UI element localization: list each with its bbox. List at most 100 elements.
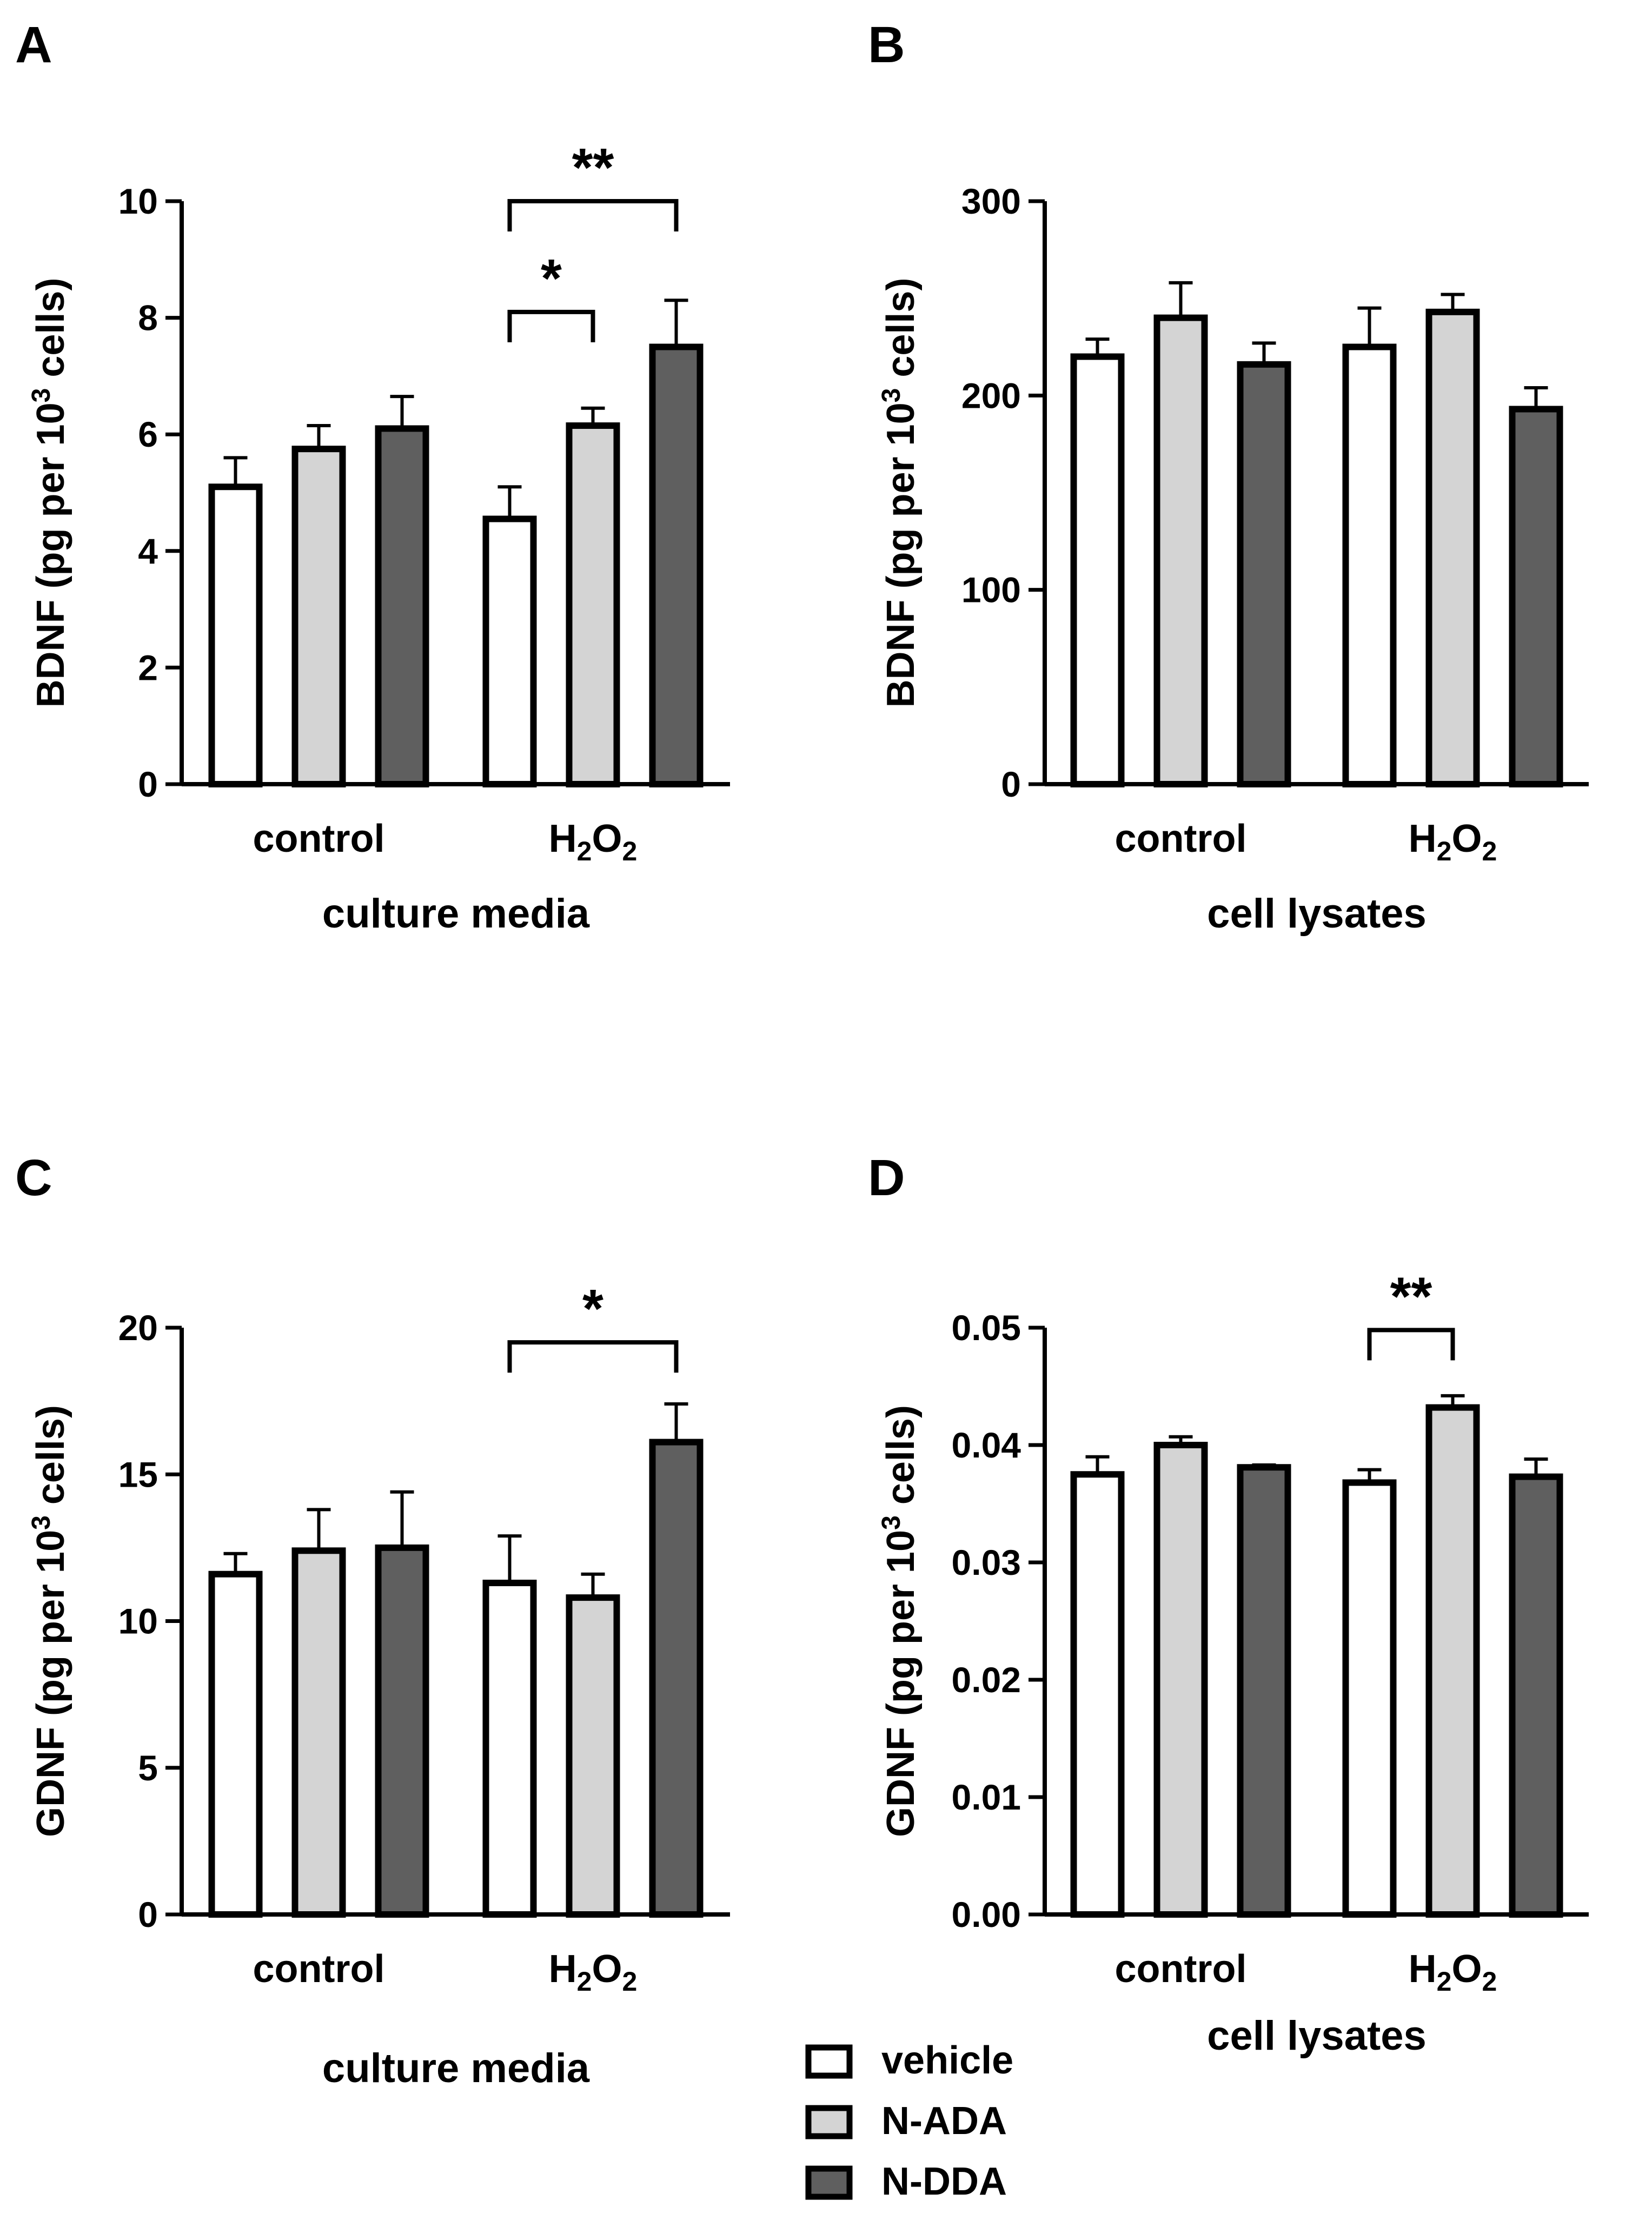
y-tick-label: 0.00 bbox=[952, 1894, 1021, 1934]
y-title-superscript: 3 bbox=[27, 388, 56, 403]
y-tick-label: 0.05 bbox=[952, 1308, 1021, 1348]
y-title-superscript: 3 bbox=[877, 1515, 906, 1530]
bar-n-ada-h2o2 bbox=[566, 422, 620, 787]
panel-letter: B bbox=[868, 16, 905, 74]
x-axis-title: culture media bbox=[322, 2045, 590, 2091]
y-tick-label: 0 bbox=[1001, 764, 1021, 804]
y-tick-label: 6 bbox=[138, 414, 158, 454]
x-axis-title: cell lysates bbox=[1207, 2013, 1427, 2059]
y-title-main: BDNF (pg per 10 bbox=[879, 402, 923, 707]
significance-bracket bbox=[1367, 1328, 1455, 1361]
y-axis-title: BDNF (pg per 103 cells) bbox=[27, 278, 72, 708]
bar-vehicle-control bbox=[1070, 353, 1125, 787]
y-axis-title: GDNF (pg per 103 cells) bbox=[27, 1405, 72, 1837]
bar-n-dda-control bbox=[375, 425, 429, 787]
label-part: H bbox=[1409, 1947, 1437, 1991]
bar-n-ada-control bbox=[291, 1547, 346, 1918]
y-tick-label: 200 bbox=[961, 375, 1021, 415]
bar-vehicle-control bbox=[208, 483, 263, 787]
bar-vehicle-control bbox=[208, 1571, 263, 1918]
y-title-end: cells) bbox=[29, 278, 72, 388]
y-title-main: GDNF (pg per 10 bbox=[879, 1530, 923, 1837]
legend-swatch-n-ada bbox=[805, 2105, 853, 2139]
y-tick-label: 20 bbox=[118, 1308, 158, 1348]
y-title-end: cells) bbox=[879, 1405, 923, 1515]
category-label: H2O2 bbox=[1409, 817, 1497, 866]
y-tick-label: 0.02 bbox=[952, 1660, 1021, 1700]
legend: vehicle N-ADA N-DDA bbox=[805, 2039, 1013, 2203]
y-title-superscript: 3 bbox=[877, 388, 906, 403]
bar-n-dda-h2o2 bbox=[1509, 406, 1563, 787]
y-tick-label: 300 bbox=[961, 181, 1021, 221]
legend-swatch-vehicle bbox=[805, 2044, 853, 2079]
label-part: O bbox=[592, 817, 622, 860]
subscript: 2 bbox=[622, 1966, 638, 1997]
category-label: control bbox=[253, 1947, 385, 1991]
subscript: 2 bbox=[577, 1966, 592, 1997]
panel-letter: A bbox=[15, 16, 52, 74]
bar-n-ada-control bbox=[291, 446, 346, 787]
category-label: control bbox=[1115, 1947, 1247, 1991]
category-label: H2O2 bbox=[1409, 1947, 1497, 1997]
legend-swatch-n-dda bbox=[805, 2165, 853, 2200]
y-title-end: cells) bbox=[29, 1405, 72, 1515]
bar-n-dda-h2o2 bbox=[1509, 1473, 1563, 1918]
category-label: control bbox=[1115, 817, 1247, 860]
bar-n-dda-h2o2 bbox=[649, 1439, 704, 1918]
bar-vehicle-control bbox=[1070, 1471, 1125, 1918]
y-tick-label: 0.04 bbox=[952, 1425, 1021, 1465]
y-tick-label: 10 bbox=[118, 1601, 158, 1641]
legend-label: vehicle bbox=[881, 2039, 1013, 2082]
bar-n-ada-h2o2 bbox=[566, 1594, 620, 1918]
y-tick-label: 10 bbox=[118, 181, 158, 221]
subscript: 2 bbox=[1437, 1966, 1452, 1997]
significance-bracket bbox=[507, 309, 595, 342]
category-label: H2O2 bbox=[549, 817, 638, 866]
significance-bracket bbox=[507, 199, 679, 231]
significance-bracket bbox=[507, 1340, 679, 1373]
bar-vehicle-h2o2 bbox=[1342, 1479, 1397, 1918]
bar-n-ada-h2o2 bbox=[1425, 308, 1480, 787]
y-tick-label: 2 bbox=[138, 647, 158, 687]
y-tick-label: 0.03 bbox=[952, 1542, 1021, 1582]
y-tick-label: 5 bbox=[138, 1748, 158, 1788]
subscript: 2 bbox=[1482, 1966, 1497, 1997]
label-part: H bbox=[1409, 817, 1437, 860]
label-part: O bbox=[1451, 817, 1482, 860]
bar-n-dda-control bbox=[1237, 361, 1291, 787]
y-tick-label: 4 bbox=[138, 531, 158, 571]
bar-n-ada-h2o2 bbox=[1425, 1404, 1480, 1918]
category-label: H2O2 bbox=[549, 1947, 638, 1997]
label-part: H bbox=[549, 1947, 577, 1991]
significance-label: ** bbox=[1390, 1266, 1432, 1327]
legend-label: N-ADA bbox=[881, 2099, 1007, 2143]
y-axis-title: BDNF (pg per 103 cells) bbox=[877, 278, 923, 708]
x-axis-title: cell lysates bbox=[1207, 891, 1427, 937]
legend-label: N-DDA bbox=[881, 2160, 1007, 2203]
subscript: 2 bbox=[1437, 836, 1452, 866]
bar-n-dda-control bbox=[375, 1544, 429, 1918]
y-tick-label: 100 bbox=[961, 570, 1021, 610]
y-tick-label: 0 bbox=[138, 1894, 158, 1934]
panel-letter: D bbox=[868, 1149, 905, 1207]
y-tick-label: 15 bbox=[118, 1454, 158, 1494]
label-part: O bbox=[1451, 1947, 1482, 1991]
y-tick-label: 0 bbox=[138, 764, 158, 804]
y-title-end: cells) bbox=[879, 278, 923, 388]
subscript: 2 bbox=[622, 836, 638, 866]
bar-vehicle-h2o2 bbox=[1342, 343, 1397, 787]
label-part: H bbox=[549, 817, 577, 860]
bar-n-dda-control bbox=[1237, 1464, 1291, 1918]
y-tick-label: 8 bbox=[138, 298, 158, 338]
bar-n-ada-control bbox=[1153, 1442, 1208, 1918]
category-label: control bbox=[253, 817, 385, 860]
panel-letter: C bbox=[15, 1149, 52, 1207]
subscript: 2 bbox=[1482, 836, 1497, 866]
x-axis-title: culture media bbox=[322, 891, 590, 937]
y-title-superscript: 3 bbox=[27, 1515, 56, 1530]
